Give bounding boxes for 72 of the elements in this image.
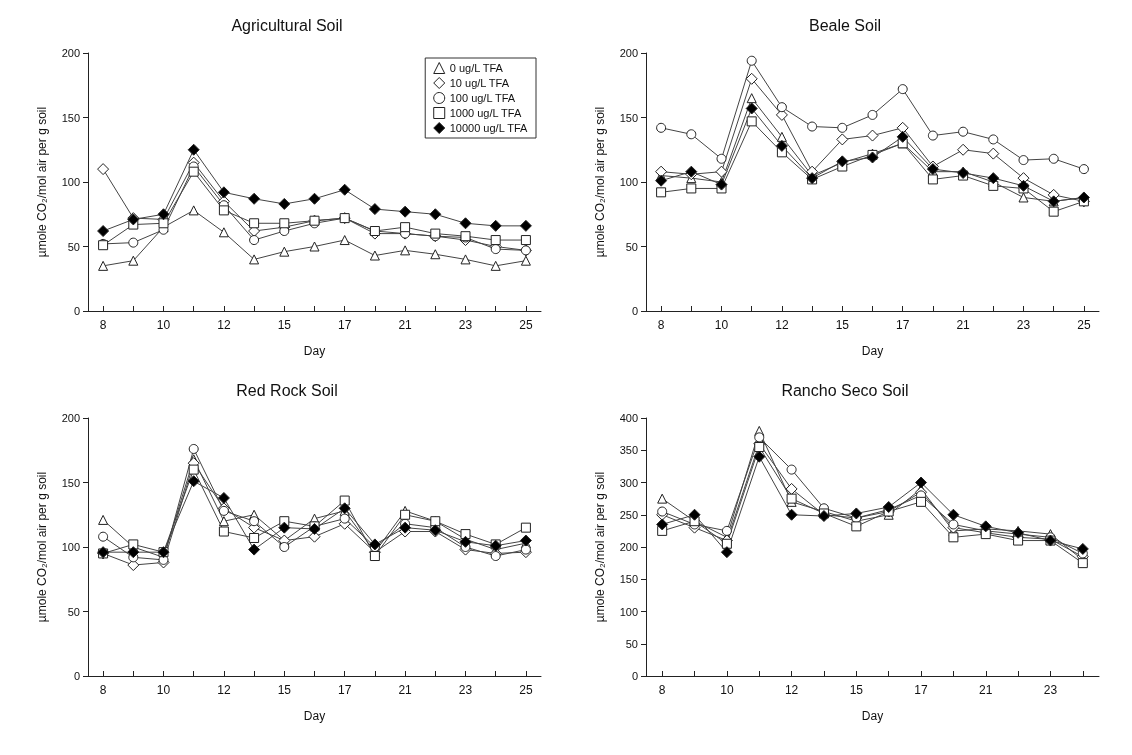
y-tick-label: 250 (619, 508, 638, 521)
x-tick-label: 15 (277, 683, 292, 697)
y-tick-label: 100 (61, 176, 80, 188)
x-tick-label: 21 (398, 318, 413, 332)
legend-label: 1000 ug/L TFA (449, 107, 522, 119)
x-tick-label: 8 (99, 683, 107, 697)
legend-label: 10000 ug/L TFA (449, 122, 529, 134)
legend-label: 0 ug/L TFA (449, 62, 504, 74)
y-axis-title: µmole CO₂/mol air per g soil (35, 106, 49, 258)
y-tick-label: 0 (631, 305, 638, 317)
y-tick-label: 50 (67, 605, 80, 618)
chart-title: Agricultural Soil (231, 16, 343, 34)
x-tick-label: 8 (658, 683, 666, 697)
x-tick-label: 12 (217, 318, 231, 332)
x-tick-label: 25 (1077, 318, 1091, 332)
x-axis-title: Day (861, 709, 884, 723)
x-tick-label: 12 (775, 318, 789, 332)
x-tick-label: 10 (156, 683, 171, 697)
x-tick-label: 23 (458, 683, 473, 697)
x-tick-label: 17 (914, 683, 929, 697)
x-tick-label: 23 (1016, 318, 1031, 332)
x-tick-label: 25 (519, 318, 533, 332)
y-tick-label: 0 (631, 670, 638, 682)
x-tick-label: 17 (338, 683, 352, 697)
y-tick-label: 300 (619, 476, 638, 489)
y-tick-label: 100 (619, 176, 638, 188)
x-tick-label: 21 (956, 318, 971, 332)
y-tick-label: 200 (619, 47, 638, 59)
y-tick-label: 200 (61, 412, 80, 424)
x-tick-label: 23 (1043, 683, 1058, 697)
y-axis-title: µmole CO₂/mol air per g soil (593, 471, 607, 623)
x-tick-label: 8 (657, 318, 665, 332)
x-tick-label: 8 (99, 318, 107, 332)
y-tick-label: 50 (625, 637, 638, 650)
x-tick-label: 15 (835, 318, 850, 332)
x-axis-title: Day (303, 344, 326, 358)
y-tick-label: 150 (619, 573, 638, 586)
y-tick-label: 100 (61, 541, 80, 553)
x-tick-label: 15 (277, 318, 292, 332)
x-tick-label: 15 (849, 683, 864, 697)
y-tick-label: 50 (625, 240, 638, 253)
y-tick-label: 150 (619, 111, 638, 124)
x-tick-label: 10 (714, 318, 729, 332)
x-axis-title: Day (303, 709, 326, 723)
legend-label: 10 ug/L TFA (449, 77, 510, 89)
x-tick-label: 23 (458, 318, 473, 332)
x-tick-label: 17 (896, 318, 910, 332)
y-tick-label: 200 (619, 541, 638, 553)
y-axis-title: µmole CO₂/mol air per g soil (593, 106, 607, 258)
y-tick-label: 100 (619, 605, 638, 618)
x-axis-title: Day (861, 344, 884, 358)
chart-title: Beale Soil (808, 16, 882, 34)
legend-label: 100 ug/L TFA (449, 92, 516, 104)
x-tick-label: 21 (979, 683, 993, 697)
y-tick-label: 150 (61, 111, 80, 124)
x-tick-label: 10 (156, 318, 171, 332)
x-tick-label: 12 (784, 683, 799, 697)
x-tick-label: 12 (217, 683, 231, 697)
y-tick-label: 50 (67, 240, 80, 253)
x-tick-label: 25 (519, 683, 533, 697)
y-tick-label: 0 (73, 305, 80, 317)
y-tick-label: 0 (73, 670, 80, 682)
y-tick-label: 350 (619, 444, 638, 457)
y-tick-label: 150 (61, 476, 80, 489)
chart-title: Rancho Seco Soil (781, 381, 909, 399)
y-tick-label: 400 (619, 412, 638, 424)
y-tick-label: 200 (61, 47, 80, 59)
x-tick-label: 17 (338, 318, 352, 332)
x-tick-label: 10 (720, 683, 734, 697)
x-tick-label: 21 (398, 683, 413, 697)
chart-title: Red Rock Soil (236, 381, 338, 399)
y-axis-title: µmole CO₂/mol air per g soil (35, 471, 49, 623)
